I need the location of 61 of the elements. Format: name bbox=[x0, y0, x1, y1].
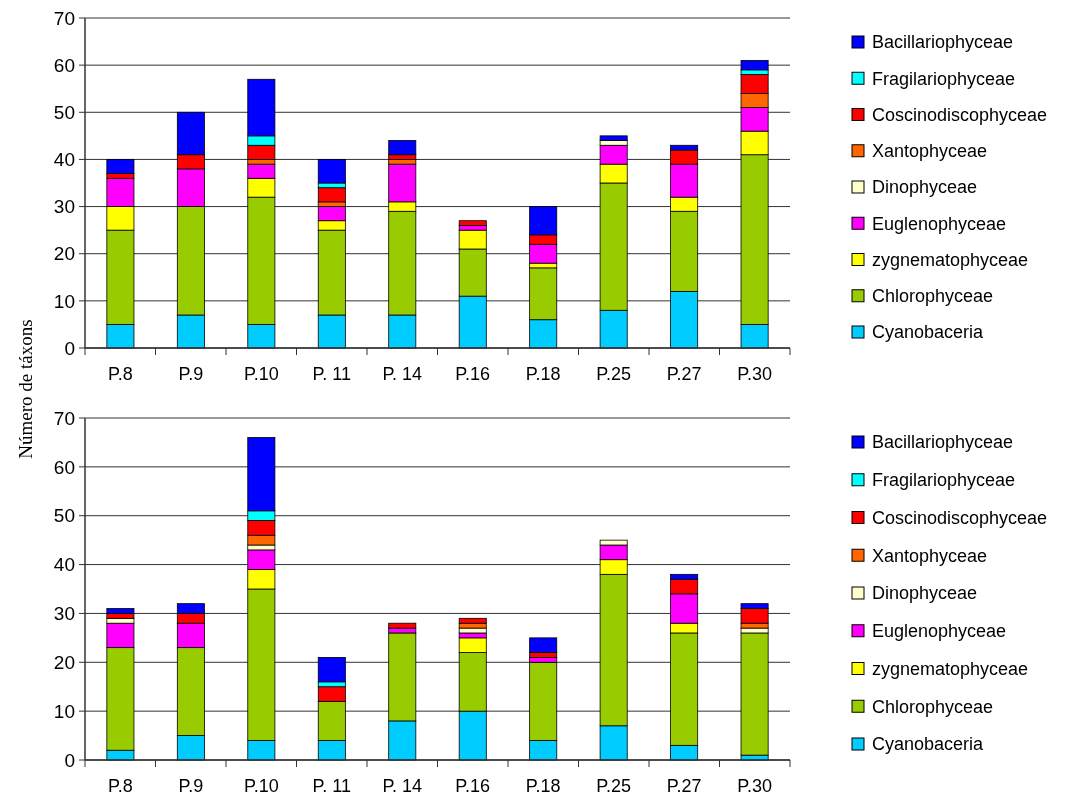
legend-label: Coscinodiscophyceae bbox=[872, 507, 1048, 528]
x-tick-label: P.27 bbox=[666, 364, 702, 384]
x-tick-label: P.25 bbox=[596, 776, 632, 796]
legend-label: Dinophyceae bbox=[872, 177, 978, 198]
x-tick-label: P.10 bbox=[243, 776, 279, 796]
x-tick-label: P.8 bbox=[108, 776, 133, 796]
legend-label: Fragilariophyceae bbox=[872, 470, 1016, 491]
legend-label: Xantophyceae bbox=[872, 545, 988, 566]
legend-label: zygnematophyceae bbox=[872, 249, 1029, 270]
y-tick-label: 40 bbox=[53, 554, 75, 576]
legend-label: Chlorophyceae bbox=[872, 696, 994, 717]
y-tick-label: 70 bbox=[53, 7, 75, 29]
x-tick-label: P.27 bbox=[666, 776, 702, 796]
y-tick-label: 60 bbox=[53, 54, 75, 76]
x-tick-label: P.9 bbox=[178, 776, 204, 796]
y-tick-label: 40 bbox=[53, 149, 75, 171]
legend-label: Bacillariophyceae bbox=[872, 432, 1014, 453]
x-tick-label: P.30 bbox=[737, 364, 772, 384]
legend-label: Xantophyceae bbox=[872, 141, 988, 162]
bar bbox=[317, 657, 346, 683]
y-tick-label: 70 bbox=[53, 407, 75, 429]
y-tick-label: 10 bbox=[53, 700, 75, 722]
legend-label: Fragilariophyceae bbox=[872, 68, 1016, 89]
legend-label: Cyanobaceria bbox=[872, 322, 985, 343]
legend-label: Bacillariophyceae bbox=[872, 32, 1014, 53]
legend-label: Cyanobaceria bbox=[872, 734, 985, 755]
y-tick-label: 60 bbox=[53, 456, 75, 478]
bar bbox=[388, 140, 417, 156]
y-tick-label: 10 bbox=[53, 290, 75, 312]
legend-label: Chlorophyceae bbox=[872, 286, 994, 307]
x-tick-label: P. 14 bbox=[382, 364, 423, 384]
legend-label: Dinophyceae bbox=[872, 583, 978, 604]
x-tick-label: P.16 bbox=[455, 776, 491, 796]
x-tick-label: P. 11 bbox=[312, 776, 351, 796]
bar bbox=[317, 159, 346, 184]
x-tick-label: P.18 bbox=[525, 364, 561, 384]
y-tick-label: 50 bbox=[53, 505, 75, 527]
y-tick-label: 20 bbox=[53, 243, 75, 265]
x-tick-label: P.25 bbox=[596, 364, 632, 384]
y-tick-label: 30 bbox=[53, 196, 75, 218]
legend-label: Euglenophyceae bbox=[872, 213, 1007, 234]
x-tick-label: P.10 bbox=[243, 364, 279, 384]
bar bbox=[317, 187, 346, 203]
y-tick-label: 20 bbox=[53, 651, 75, 673]
x-tick-label: P.30 bbox=[737, 776, 772, 796]
y-tick-label: 50 bbox=[53, 101, 75, 123]
x-tick-label: P.8 bbox=[108, 364, 133, 384]
y-tick-label: 0 bbox=[64, 749, 75, 771]
x-tick-label: P. 11 bbox=[312, 364, 351, 384]
y-tick-label: 30 bbox=[53, 603, 75, 625]
bar bbox=[740, 60, 769, 71]
legend-label: Euglenophyceae bbox=[872, 621, 1007, 642]
y-tick-label: 0 bbox=[64, 337, 75, 359]
bar bbox=[740, 632, 769, 756]
legend-label: Coscinodiscophyceae bbox=[872, 104, 1048, 125]
x-tick-label: P. 14 bbox=[382, 776, 423, 796]
y-axis-title: Número de táxons bbox=[15, 319, 36, 459]
legend-label: zygnematophyceae bbox=[872, 658, 1029, 679]
x-tick-label: P.16 bbox=[455, 364, 491, 384]
x-tick-label: P.18 bbox=[525, 776, 561, 796]
x-tick-label: P.9 bbox=[178, 364, 204, 384]
